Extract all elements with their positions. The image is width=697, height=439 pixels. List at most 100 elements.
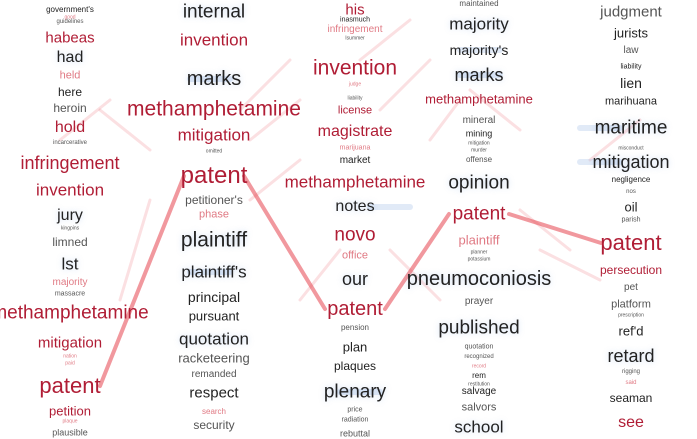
word-oil[interactable]: oil bbox=[624, 199, 638, 215]
word-persecution[interactable]: persecution bbox=[599, 263, 663, 277]
word-methamphetamine[interactable]: methamphetamine bbox=[0, 302, 149, 324]
word-murder[interactable]: murder bbox=[471, 147, 487, 154]
word-principal[interactable]: principal bbox=[187, 289, 241, 305]
word-rebuttal[interactable]: rebuttal bbox=[339, 428, 371, 439]
word-planner[interactable]: planner bbox=[470, 249, 488, 256]
word-limned[interactable]: limned bbox=[52, 235, 88, 249]
word-patent[interactable]: patent bbox=[600, 230, 662, 255]
word-pension[interactable]: pension bbox=[340, 323, 370, 332]
word-rem[interactable]: rem bbox=[472, 371, 486, 380]
word-patent[interactable]: patent bbox=[180, 162, 248, 189]
word-salvage[interactable]: salvage bbox=[461, 386, 497, 397]
word-marks[interactable]: marks bbox=[454, 65, 504, 85]
word-restitution[interactable]: restitution bbox=[468, 381, 490, 388]
word-majority[interactable]: majority bbox=[52, 277, 88, 288]
word-had[interactable]: had bbox=[56, 49, 84, 66]
word-search[interactable]: search bbox=[201, 407, 227, 416]
word-plaques[interactable]: plaques bbox=[333, 359, 377, 373]
word-methamphetamine[interactable]: methamphetamine bbox=[284, 172, 426, 192]
word-heroin[interactable]: heroin bbox=[53, 101, 87, 115]
word-quotation[interactable]: quotation bbox=[179, 329, 249, 349]
word-omitted[interactable]: omitted bbox=[205, 148, 223, 155]
word-mining[interactable]: mining bbox=[465, 128, 493, 139]
word-prescription[interactable]: prescription bbox=[618, 312, 644, 319]
word-held[interactable]: held bbox=[59, 69, 81, 82]
word-marijuana[interactable]: marijuana bbox=[339, 144, 371, 152]
word-mitigation[interactable]: mitigation bbox=[468, 140, 490, 147]
word-novo[interactable]: novo bbox=[334, 224, 376, 246]
word-marks[interactable]: marks bbox=[186, 68, 242, 90]
word-platform[interactable]: platform bbox=[611, 298, 651, 311]
word-our[interactable]: our bbox=[341, 269, 369, 289]
word-salvors[interactable]: salvors bbox=[461, 401, 497, 414]
word-inasmuch[interactable]: inasmuch bbox=[340, 16, 370, 24]
word-plaque[interactable]: plaque bbox=[62, 418, 78, 425]
word-judgment[interactable]: judgment bbox=[600, 3, 662, 21]
word-magistrate[interactable]: magistrate bbox=[317, 123, 393, 140]
word-law[interactable]: law bbox=[623, 45, 639, 56]
word-plan[interactable]: plan bbox=[342, 339, 368, 355]
word-lien[interactable]: lien bbox=[620, 75, 642, 91]
word-radiation[interactable]: radiation bbox=[341, 416, 369, 424]
word-security[interactable]: security bbox=[193, 418, 235, 432]
word-opinion[interactable]: opinion bbox=[448, 172, 510, 194]
word-remanded[interactable]: remanded bbox=[191, 369, 237, 380]
word-offense[interactable]: offense bbox=[465, 155, 493, 164]
word-internal[interactable]: internal bbox=[182, 1, 246, 23]
word-kingpins[interactable]: kingpins bbox=[60, 225, 80, 232]
word-respect[interactable]: respect bbox=[189, 384, 239, 402]
word-isummer[interactable]: Isummer bbox=[345, 35, 365, 42]
word-massacre[interactable]: massacre bbox=[54, 290, 86, 298]
word-methamphetamine[interactable]: methamphetamine bbox=[127, 97, 301, 121]
word-phase[interactable]: phase bbox=[199, 208, 229, 221]
word-plenary[interactable]: plenary bbox=[323, 381, 387, 403]
word-nos[interactable]: nos bbox=[626, 189, 636, 195]
word-license[interactable]: license bbox=[337, 104, 373, 117]
word-record[interactable]: record bbox=[471, 363, 487, 370]
word-see[interactable]: see bbox=[618, 414, 644, 431]
word-published[interactable]: published bbox=[438, 317, 520, 339]
word-jury[interactable]: jury bbox=[57, 207, 83, 224]
word-potassium[interactable]: potassium bbox=[467, 256, 491, 263]
word-infringement[interactable]: infringement bbox=[327, 24, 383, 35]
word-lst[interactable]: lst bbox=[61, 254, 79, 274]
word-marihuana[interactable]: marihuana bbox=[605, 95, 657, 108]
word-patent[interactable]: patent bbox=[327, 298, 383, 320]
word-infringement[interactable]: infringement bbox=[20, 153, 120, 173]
word-plaintiff-s[interactable]: plaintiff's bbox=[181, 262, 247, 282]
word-liability[interactable]: liability bbox=[620, 63, 642, 71]
word-price[interactable]: price bbox=[347, 406, 363, 414]
word-pursuant[interactable]: pursuant bbox=[188, 308, 240, 324]
word-said[interactable]: said bbox=[625, 380, 637, 386]
word-plausible[interactable]: plausible bbox=[52, 427, 88, 438]
word-quotation[interactable]: quotation bbox=[464, 343, 494, 351]
word-rigging[interactable]: rigging bbox=[621, 369, 641, 375]
word-plaintiff[interactable]: plaintiff bbox=[458, 232, 500, 248]
word-recognized[interactable]: recognized bbox=[464, 354, 494, 360]
word-petitioner-s[interactable]: petitioner's bbox=[185, 193, 243, 207]
word-mitigation[interactable]: mitigation bbox=[177, 125, 251, 145]
word-mineral[interactable]: mineral bbox=[462, 115, 496, 126]
word-market[interactable]: market bbox=[339, 155, 371, 166]
word-retard[interactable]: retard bbox=[607, 346, 655, 366]
word-ref-d[interactable]: ref'd bbox=[618, 323, 644, 339]
word-seaman[interactable]: seaman bbox=[609, 391, 653, 405]
word-jurists[interactable]: jurists bbox=[614, 25, 648, 41]
word-misconduct[interactable]: misconduct bbox=[618, 145, 644, 152]
word-habeas[interactable]: habeas bbox=[45, 29, 95, 47]
word-maritime[interactable]: maritime bbox=[594, 117, 668, 139]
word-patent[interactable]: patent bbox=[39, 373, 101, 398]
word-maintained[interactable]: maintained bbox=[459, 0, 499, 8]
word-liability[interactable]: liability bbox=[347, 95, 363, 102]
word-incarcerative[interactable]: incarcerative bbox=[52, 140, 88, 146]
word-majority-s[interactable]: majority's bbox=[449, 42, 509, 58]
word-pneumoconiosis[interactable]: pneumoconiosis bbox=[406, 268, 552, 290]
word-prayer[interactable]: prayer bbox=[464, 296, 494, 307]
word-mitigation[interactable]: mitigation bbox=[37, 334, 103, 352]
word-mitigation[interactable]: mitigation bbox=[592, 152, 670, 172]
word-invention[interactable]: invention bbox=[179, 30, 249, 50]
word-paid[interactable]: paid bbox=[65, 360, 75, 367]
word-school[interactable]: school bbox=[454, 417, 504, 437]
word-invention[interactable]: invention bbox=[35, 180, 105, 200]
word-his[interactable]: his bbox=[345, 1, 365, 19]
